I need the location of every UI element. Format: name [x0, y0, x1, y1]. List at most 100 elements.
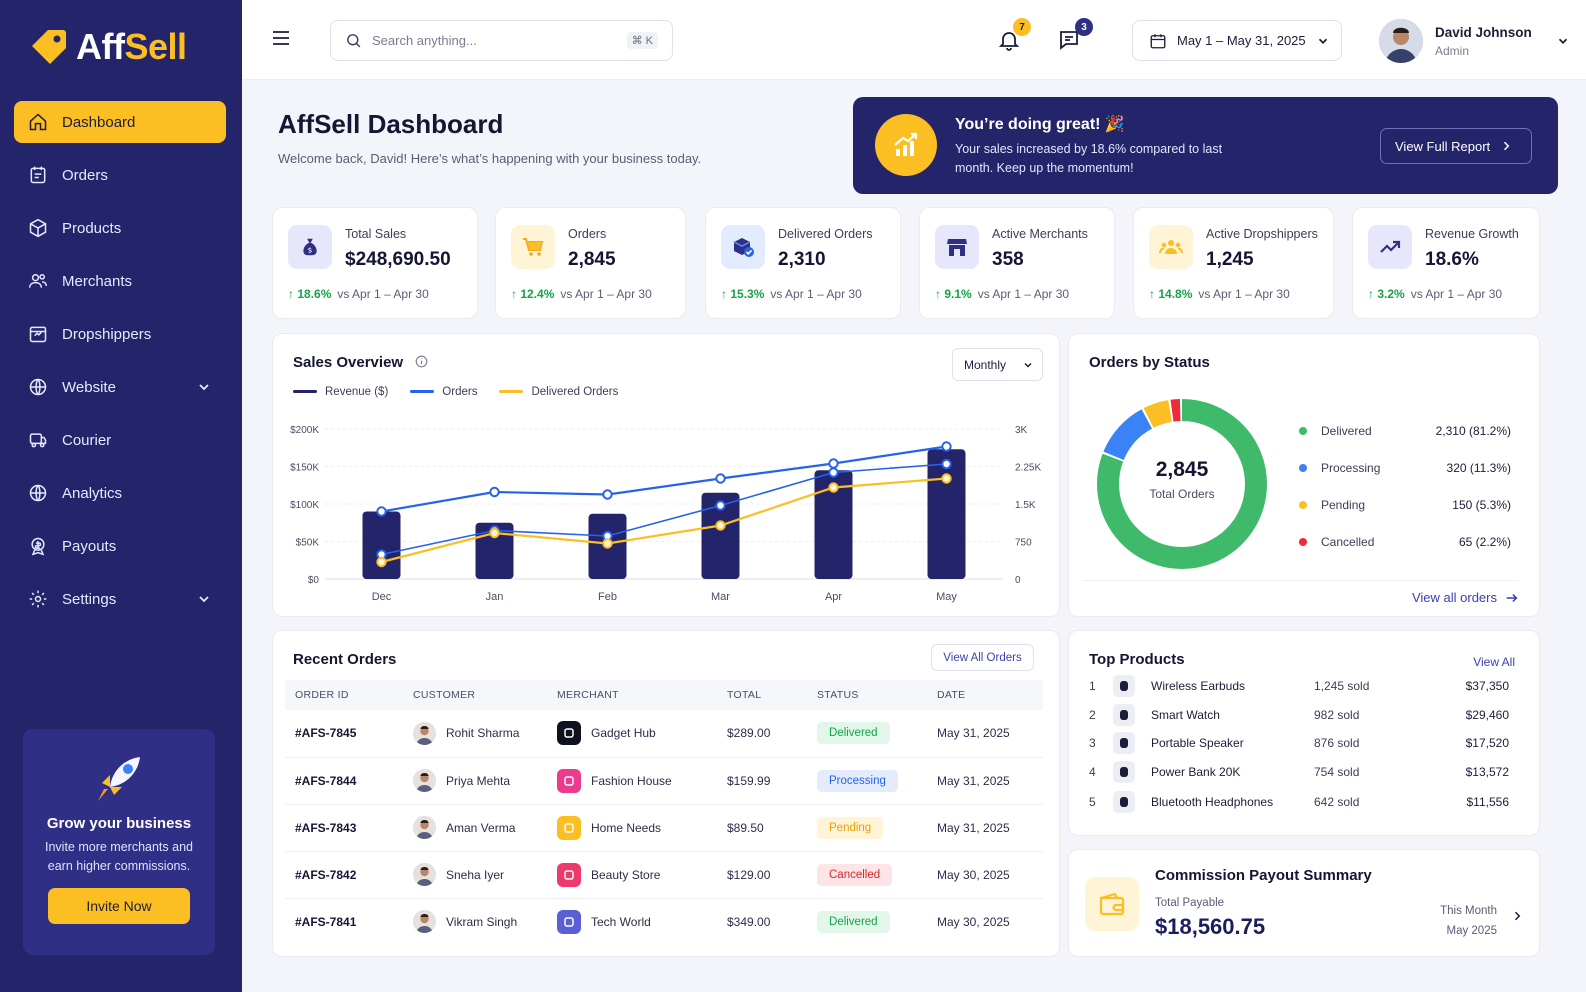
sidebar-item-merchants[interactable]: Merchants	[14, 260, 226, 302]
product-sold: 642 sold	[1314, 795, 1360, 809]
wallet-shape	[1099, 892, 1125, 916]
order-date: May 31, 2025	[927, 710, 1043, 758]
kpi-card-active-merchants[interactable]: Active Merchants 358 ↑ 9.1% vs Apr 1 – Ap…	[919, 207, 1115, 319]
order-id[interactable]: #AFS-7845	[285, 710, 403, 758]
search-bar[interactable]: ⌘ K	[330, 20, 673, 61]
date-range-picker[interactable]: May 1 – May 31, 2025	[1132, 20, 1342, 61]
view-all-products-link[interactable]: View All	[1473, 655, 1515, 669]
kpi-value: $248,690.50	[345, 249, 451, 270]
view-all-orders-button[interactable]: View All Orders	[931, 644, 1034, 671]
order-id[interactable]: #AFS-7843	[285, 804, 403, 852]
avatar	[413, 910, 436, 934]
panel-title: Commission Payout Summary	[1155, 867, 1372, 884]
chevron-right-icon[interactable]	[1511, 910, 1523, 922]
invite-now-button[interactable]: Invite Now	[48, 888, 190, 924]
x-tick-label: Dec	[372, 591, 392, 603]
storefront-shape	[947, 239, 967, 256]
sidebar-item-analytics[interactable]: Analytics	[14, 472, 226, 514]
kpi-card-orders[interactable]: Orders 2,845 ↑ 12.4% vs Apr 1 – Apr 30	[495, 207, 686, 319]
sidebar-nav: Dashboard Orders Products Merchants Drop…	[14, 101, 226, 631]
view-all-orders-link[interactable]: View all orders	[1412, 590, 1519, 605]
product-rank: 5	[1089, 795, 1096, 809]
sidebar-item-payouts[interactable]: Payouts	[14, 525, 226, 567]
table-row[interactable]: #AFS-7842 Sneha Iyer Beauty Store $129.0…	[285, 851, 1043, 899]
period-select[interactable]: Monthly	[952, 348, 1043, 381]
kpi-card-revenue-growth[interactable]: Revenue Growth 18.6% ↑ 3.2% vs Apr 1 – Ap…	[1352, 207, 1540, 319]
legend-item-revenue[interactable]: Revenue ($)	[293, 386, 388, 398]
kpi-delta-value: 14.8%	[1158, 287, 1193, 301]
sidebar-item-label: Merchants	[62, 272, 133, 290]
gear-icon	[29, 590, 47, 608]
sidebar-item-dropshippers[interactable]: Dropshippers	[14, 313, 226, 355]
payable-amount: $18,560.75	[1155, 914, 1266, 939]
user-menu[interactable]: David Johnson Admin	[1379, 19, 1570, 63]
sidebar-item-orders[interactable]: Orders	[14, 154, 226, 196]
kpi-card-active-dropshippers[interactable]: Active Dropshippers 1,245 ↑ 14.8% vs Apr …	[1133, 207, 1334, 319]
donut-segment-delivered[interactable]	[1097, 399, 1267, 569]
avatar	[1379, 19, 1423, 63]
view-full-report-button[interactable]: View Full Report	[1380, 128, 1532, 164]
info-icon[interactable]	[415, 355, 428, 368]
chart-growth-icon	[894, 132, 918, 156]
legend-item-delivered[interactable]: Delivered Orders	[499, 386, 618, 398]
product-name: Bluetooth Headphones	[1151, 795, 1274, 809]
table-row[interactable]: #AFS-7845 Rohit Sharma Gadget Hub $289.0…	[285, 710, 1043, 758]
menu-icon[interactable]	[272, 30, 290, 46]
status-cell: Processing	[807, 757, 927, 805]
donut-total-label: Total Orders	[1149, 487, 1215, 501]
search-input[interactable]	[372, 33, 612, 48]
column-header[interactable]: TOTAL	[717, 680, 807, 710]
banner-title: You’re doing great! 🎉	[955, 116, 1125, 133]
product-rank: 1	[1089, 679, 1096, 693]
status-donut-chart	[1097, 399, 1267, 569]
table-row[interactable]: #AFS-7841 Vikram Singh Tech World $349.0…	[285, 898, 1043, 945]
kpi-card-delivered-orders[interactable]: Delivered Orders 2,310 ↑ 15.3% vs Apr 1 –…	[705, 207, 901, 319]
sidebar-item-website[interactable]: Website	[14, 366, 226, 408]
logo-text: AffSell	[76, 26, 187, 67]
column-header[interactable]: STATUS	[807, 680, 927, 710]
kpi-card-total-sales[interactable]: $ Total Sales $248,690.50 ↑ 18.6% vs Apr …	[272, 207, 478, 319]
kpi-label: Total Sales	[345, 227, 407, 241]
customer-avatar-icon	[413, 910, 436, 934]
cart-shape	[523, 238, 544, 256]
message-icon[interactable]	[1057, 28, 1081, 52]
status-legend-item: Delivered 2,310 (81.2%)	[1299, 412, 1511, 449]
panel-title: Orders by Status	[1089, 354, 1210, 371]
secondary-orders-line	[381, 463, 947, 556]
sidebar-item-settings[interactable]: Settings	[14, 578, 226, 620]
bell-icon[interactable]	[997, 28, 1021, 52]
column-header[interactable]: CUSTOMER	[403, 680, 547, 710]
column-header[interactable]: ORDER ID	[285, 680, 403, 710]
product-row[interactable]: 1 Wireless Earbuds 1,245 sold $37,350	[1089, 673, 1509, 699]
table-row[interactable]: #AFS-7844 Priya Mehta Fashion House $159…	[285, 757, 1043, 805]
product-row[interactable]: 5 Bluetooth Headphones 642 sold $11,556	[1089, 789, 1509, 815]
product-row[interactable]: 2 Smart Watch 982 sold $29,460	[1089, 702, 1509, 728]
x-tick-label: Jan	[486, 591, 504, 603]
legend-item-orders[interactable]: Orders	[410, 386, 477, 398]
order-id[interactable]: #AFS-7841	[295, 914, 357, 929]
sidebar-item-products[interactable]: Products	[14, 207, 226, 249]
product-glyph	[1120, 738, 1128, 748]
product-row[interactable]: 4 Power Bank 20K 754 sold $13,572	[1089, 759, 1509, 785]
sidebar-item-courier[interactable]: Courier	[14, 419, 226, 461]
commission-payout-panel[interactable]: Commission Payout Summary Total Payable …	[1068, 849, 1540, 957]
delivered-orders-point	[489, 527, 500, 539]
globe-icon	[29, 484, 47, 502]
y-tick-label-left: $0	[308, 575, 320, 586]
y-tick-label-left: $50K	[296, 538, 320, 549]
order-id[interactable]: #AFS-7842	[285, 851, 403, 899]
order-total: $289.00	[717, 710, 807, 758]
product-row[interactable]: 3 Portable Speaker 876 sold $17,520	[1089, 730, 1509, 756]
column-header[interactable]: DATE	[927, 680, 1043, 710]
order-id[interactable]: #AFS-7844	[285, 757, 403, 805]
sidebar-item-label: Website	[62, 378, 116, 396]
order-date: May 31, 2025	[927, 757, 1043, 805]
kpi-label: Orders	[568, 227, 607, 241]
logo[interactable]: AffSell	[28, 26, 187, 68]
table-row[interactable]: #AFS-7843 Aman Verma Home Needs $89.50 P…	[285, 804, 1043, 852]
column-header[interactable]: MERCHANT	[547, 680, 717, 710]
banner-text: Your sales increased by 18.6% compared t…	[955, 142, 1223, 175]
kpi-delta-value: 12.4%	[520, 287, 555, 301]
sidebar-item-dashboard[interactable]: Dashboard	[14, 101, 226, 143]
status-dot	[1299, 500, 1307, 509]
